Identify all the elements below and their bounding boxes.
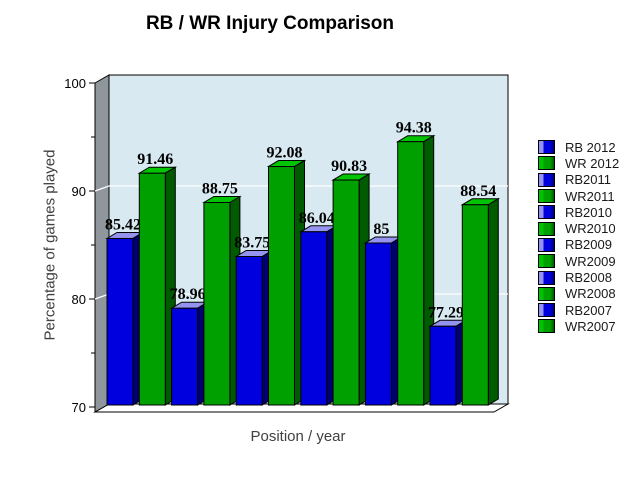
legend-label: WR 2012 xyxy=(565,155,620,171)
legend-row: RB 2012 xyxy=(538,139,619,155)
legend-row: WR2009 xyxy=(538,253,619,269)
bar-front-face xyxy=(106,237,134,406)
legend-label: RB2008 xyxy=(565,270,612,286)
legend-row: RB2008 xyxy=(538,269,619,285)
bar-front-face xyxy=(397,141,425,406)
legend-label: WR2009 xyxy=(565,253,616,269)
legend-row: WR2011 xyxy=(538,188,619,204)
legend-row: WR 2012 xyxy=(538,155,619,171)
bar-front-face xyxy=(429,325,457,406)
gridline xyxy=(94,185,508,192)
legend-label: RB 2012 xyxy=(565,139,616,155)
bar-side-face xyxy=(487,197,499,406)
x-axis-label: Position / year xyxy=(250,428,346,445)
legend-row: RB2009 xyxy=(538,237,619,253)
bar-front-face xyxy=(300,231,328,406)
legend-swatch xyxy=(538,189,555,204)
legend-swatch xyxy=(538,205,555,220)
legend-label: WR2008 xyxy=(565,286,616,302)
bar-front-face xyxy=(332,179,360,406)
bar-front-face xyxy=(203,202,231,406)
y-tick-label: 70 xyxy=(72,400,86,415)
legend-label: WR2011 xyxy=(565,188,615,204)
legend-swatch xyxy=(538,319,555,334)
legend-swatch xyxy=(538,237,555,252)
legend-swatch xyxy=(538,140,555,155)
bar-value-label: 78.96 xyxy=(170,286,206,303)
bar-front-face xyxy=(461,204,489,406)
legend-swatch xyxy=(538,156,555,171)
legend-swatch xyxy=(538,172,555,187)
legend-swatch xyxy=(538,254,555,269)
bar-value-label: 83.75 xyxy=(234,235,270,252)
bar-front-face xyxy=(171,307,199,406)
legend-label: RB2011 xyxy=(565,172,612,188)
chart-title: RB / WR Injury Comparison xyxy=(145,13,395,34)
legend-label: RB2009 xyxy=(565,237,612,253)
bar-front-face xyxy=(235,256,263,406)
bar-front-face xyxy=(364,242,392,406)
bar-value-label: 88.75 xyxy=(202,181,238,198)
bar-value-label: 92.08 xyxy=(267,145,303,162)
legend-row: WR2010 xyxy=(538,220,619,236)
legend-row: WR2007 xyxy=(538,318,619,334)
legend-swatch xyxy=(538,286,555,301)
legend-swatch xyxy=(538,303,555,318)
legend-label: WR2007 xyxy=(565,318,616,334)
bar-value-label: 85 xyxy=(373,221,389,238)
legend-row: RB2007 xyxy=(538,302,619,318)
bar-value-label: 88.54 xyxy=(460,183,496,200)
bar-value-label: 86.04 xyxy=(299,210,335,227)
y-tick-label: 80 xyxy=(72,292,86,307)
legend-swatch xyxy=(538,270,555,285)
bar-value-label: 77.29 xyxy=(428,304,464,321)
bar-value-label: 90.83 xyxy=(331,158,367,175)
legend-row: RB2010 xyxy=(538,204,619,220)
legend-swatch xyxy=(538,221,555,236)
bar-value-label: 94.38 xyxy=(396,120,432,137)
legend-label: WR2010 xyxy=(565,221,616,237)
legend-row: WR2008 xyxy=(538,286,619,302)
legend-label: RB2007 xyxy=(565,302,612,318)
bar-value-label: 91.46 xyxy=(137,151,173,168)
legend: RB 2012 WR 2012 RB2011 WR2011 RB2010 WR2010 RB… xyxy=(538,139,619,335)
bar-front-face xyxy=(138,172,166,406)
bar-front-face xyxy=(268,166,295,406)
legend-label: RB2010 xyxy=(565,204,612,220)
bar-value-label: 85.42 xyxy=(105,216,141,233)
legend-row: RB2011 xyxy=(538,172,619,188)
y-tick-label: 100 xyxy=(64,76,86,91)
y-tick-label: 90 xyxy=(72,184,86,199)
